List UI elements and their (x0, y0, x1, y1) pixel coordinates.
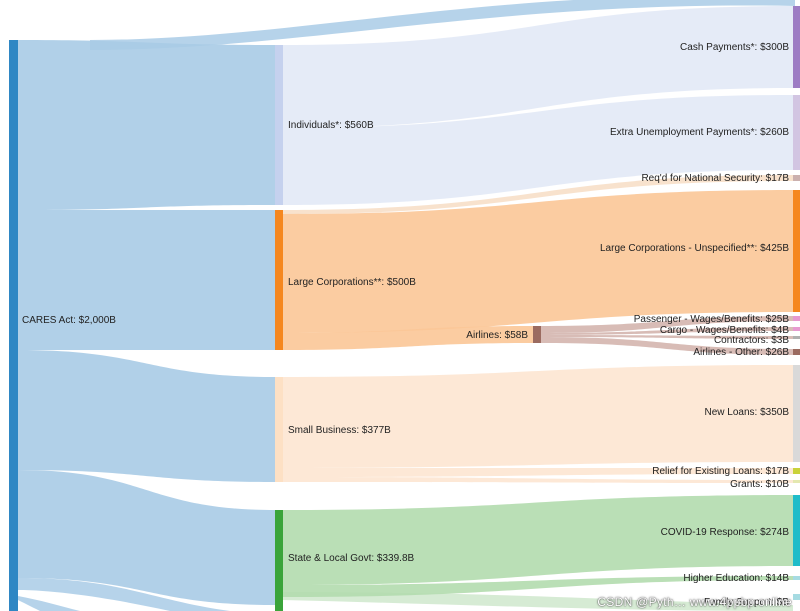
node-natsec (793, 175, 800, 181)
link-air-cwb (541, 327, 793, 335)
label-relief: Relief for Existing Loans: $17B (652, 466, 789, 477)
label-fam: Family Support: $B (704, 597, 789, 608)
link-sb-newl (283, 365, 793, 468)
link-lc-lcu (283, 190, 793, 333)
node-cares (9, 40, 18, 611)
node-fam (793, 594, 800, 600)
label-cares: CARES Act: $2,000B (22, 315, 116, 326)
top-flow-1 (90, 0, 795, 50)
bottom-flow-3 (283, 592, 793, 611)
label-pwb: Passenger - Wages/Benefits: $25B (634, 314, 790, 325)
watermark: CSDN @Pyth… www.4ppbp.online (597, 595, 792, 609)
node-relief (793, 468, 800, 474)
label-lcu: Large Corporations - Unspecified**: $425… (600, 243, 789, 254)
node-cash (793, 6, 800, 88)
link-cares-lc (18, 210, 275, 350)
node-air (533, 326, 541, 343)
label-cash: Cash Payments*: $300B (680, 42, 789, 53)
label-airo: Airlines - Other: $26B (693, 347, 789, 358)
node-ind (275, 45, 283, 205)
label-air: Airlines: $58B (466, 330, 528, 341)
link-ind-cash (283, 6, 793, 128)
bottom-flow-2 (18, 596, 80, 611)
sankey-links (18, 0, 795, 611)
label-sb: Small Business: $377B (288, 425, 391, 436)
node-pwb (793, 316, 800, 321)
link-slg-covid (283, 495, 793, 585)
bottom-flow-1 (18, 578, 230, 611)
node-covid (793, 495, 800, 566)
link-ind-unemp (283, 95, 793, 205)
node-lc (275, 210, 283, 350)
link-lc-natsec (283, 175, 793, 214)
node-newl (793, 365, 800, 462)
label-grants: Grants: $10B (730, 479, 789, 490)
label-newl: New Loans: $350B (704, 407, 789, 418)
node-cwb (793, 327, 800, 331)
link-air-con (541, 335, 793, 339)
label-unemp: Extra Unemployment Payments*: $260B (610, 127, 789, 138)
link-sb-grants (283, 477, 793, 483)
link-cares-sb (18, 350, 275, 482)
node-sb (275, 377, 283, 482)
link-slg-hied (283, 576, 793, 597)
sankey-nodes (9, 6, 800, 611)
label-hied: Higher Education: $14B (683, 573, 789, 584)
link-air-airo (541, 337, 793, 355)
node-unemp (793, 95, 800, 170)
label-lc: Large Corporations**: $500B (288, 277, 416, 288)
label-slg: State & Local Govt: $339.8B (288, 553, 415, 564)
node-hied (793, 576, 800, 580)
label-natsec: Req'd for National Security: $17B (641, 173, 789, 184)
node-airo (793, 349, 800, 355)
node-slg (275, 510, 283, 611)
node-con (793, 336, 800, 339)
label-covid: COVID-19 Response: $274B (661, 527, 790, 538)
link-lc-air (283, 326, 533, 350)
node-grants (793, 480, 800, 483)
link-cares-ind (18, 40, 275, 210)
label-con: Contractors: $3B (714, 335, 789, 346)
link-sb-relief (283, 468, 793, 477)
link-air-pwb (541, 316, 793, 333)
label-ind: Individuals*: $560B (288, 120, 374, 131)
link-cares-slg (18, 470, 275, 605)
node-lcu (793, 190, 800, 312)
sankey-labels: CARES Act: $2,000B Individuals*: $560B Lar… (22, 42, 789, 608)
label-cwb: Cargo - Wages/Benefits: $4B (660, 325, 789, 336)
